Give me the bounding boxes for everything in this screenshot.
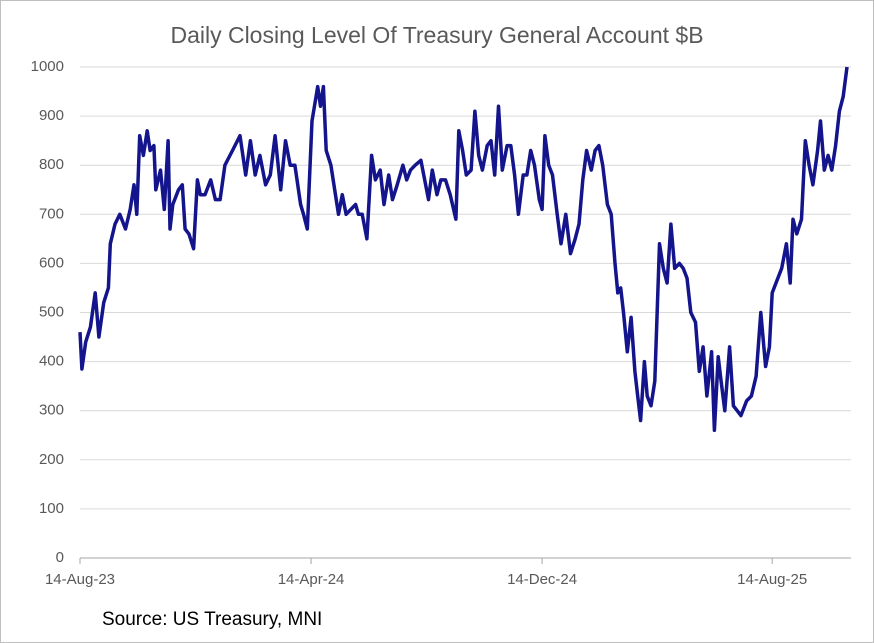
x-tick-label: 14-Aug-23 bbox=[45, 571, 115, 588]
y-tick-label: 1000 bbox=[31, 58, 64, 75]
x-tick-label: 14-Aug-25 bbox=[737, 571, 807, 588]
x-tick-label: 14-Apr-24 bbox=[278, 571, 345, 588]
y-tick-label: 500 bbox=[39, 303, 64, 320]
chart-title: Daily Closing Level Of Treasury General … bbox=[170, 22, 703, 48]
source-note: Source: US Treasury, MNI bbox=[102, 609, 322, 630]
y-tick-label: 100 bbox=[39, 500, 64, 517]
data-line bbox=[78, 66, 849, 433]
y-tick-label: 900 bbox=[39, 107, 64, 124]
y-tick-label: 600 bbox=[39, 254, 64, 271]
y-tick-label: 700 bbox=[39, 205, 64, 222]
y-tick-label: 800 bbox=[39, 156, 64, 173]
y-tick-label: 0 bbox=[56, 549, 64, 566]
y-tick-label: 300 bbox=[39, 402, 64, 419]
y-tick-label: 200 bbox=[39, 451, 64, 468]
x-tick-label: 14-Dec-24 bbox=[507, 571, 577, 588]
y-tick-label: 400 bbox=[39, 353, 64, 370]
